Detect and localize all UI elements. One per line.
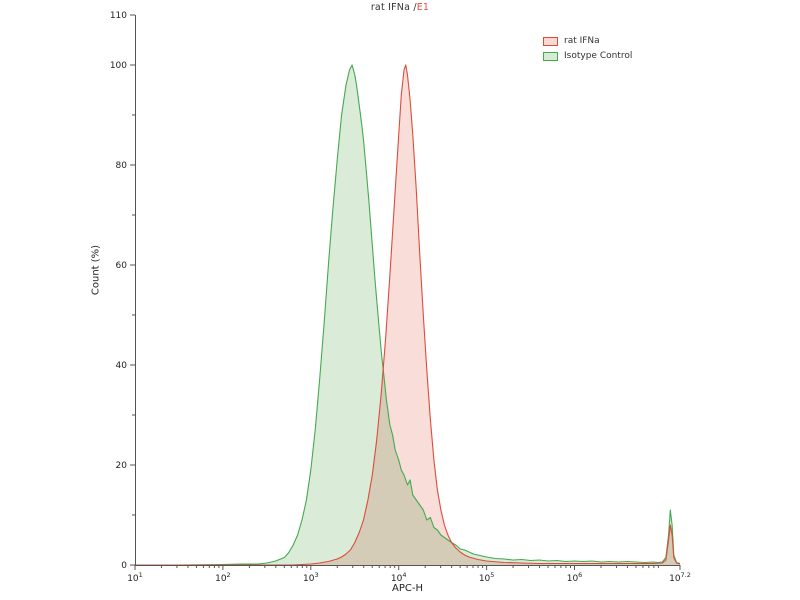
- y-tick-label: 20: [116, 461, 128, 471]
- tick-labels: 101 102 103 104 105 106 107.2 0 20 40 60 80 100 110: [110, 11, 691, 584]
- chart-title-sample: E1: [416, 2, 430, 13]
- legend-label-rat-ifna: rat IFNa: [564, 36, 600, 46]
- legend-item-rat-ifna: rat IFNa: [543, 36, 632, 46]
- x-tick-label: 103: [303, 571, 319, 584]
- legend-swatch-rat-ifna: [543, 36, 558, 46]
- chart-title-main: rat IFNa /: [370, 2, 417, 13]
- series-area-group: [135, 64, 681, 566]
- legend-swatch-isotype-control: [543, 51, 558, 61]
- y-tick-label: 40: [116, 361, 128, 371]
- y-tick-label: 0: [121, 561, 127, 571]
- chart-title: rat IFNa /E1: [0, 2, 800, 13]
- x-tick-label: 105: [479, 571, 495, 584]
- legend-label-isotype-control: Isotype Control: [564, 51, 633, 61]
- tick-marks: [130, 14, 681, 570]
- x-tick-label: 106: [567, 571, 583, 584]
- y-tick-label: 100: [110, 61, 127, 71]
- x-tick-label: 104: [391, 571, 407, 584]
- series-line-isotype-control: [135, 64, 681, 566]
- x-tick-label: 102: [215, 571, 231, 584]
- x-axis-label: APC-H: [392, 583, 423, 594]
- axes: [135, 15, 680, 566]
- legend: rat IFNa Isotype Control: [543, 36, 632, 66]
- y-axis-label: Count (%): [90, 244, 102, 296]
- series-line-rat-ifna: [135, 64, 681, 566]
- x-tick-label: 107.2: [669, 571, 691, 584]
- x-tick-label: 101: [127, 571, 143, 584]
- y-tick-label: 110: [110, 11, 127, 21]
- y-tick-label: 60: [116, 261, 128, 271]
- series-fill-rat-ifna: [135, 65, 680, 565]
- y-tick-label: 80: [116, 161, 128, 171]
- legend-item-isotype-control: Isotype Control: [543, 51, 632, 61]
